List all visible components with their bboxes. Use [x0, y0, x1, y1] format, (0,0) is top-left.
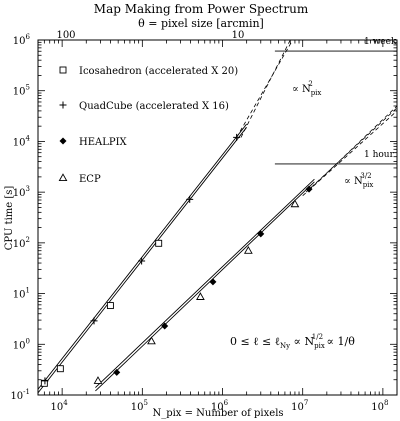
- data-point: [233, 133, 241, 141]
- y-tick-label: 10-1: [10, 388, 30, 402]
- data-point: [93, 376, 103, 384]
- x-axis-label: N_pix = Number of pixels: [152, 408, 283, 419]
- relation-part1: 0 ≤ ℓ ≤ ℓ: [230, 335, 280, 348]
- top-tick-label-100: 100: [56, 30, 75, 41]
- annotation-n32: ∝ Npix3/2: [344, 172, 373, 189]
- data-point: [56, 365, 64, 373]
- data-point: [90, 317, 98, 325]
- data-point: [290, 199, 300, 208]
- reference-lines: [274, 50, 397, 165]
- fit-line-1: [37, 127, 248, 394]
- annotation-n2-sub: pix: [311, 89, 322, 97]
- annotation-n32-sup: 3/2: [360, 172, 371, 180]
- relation-part3: ∝ 1/θ: [323, 335, 355, 348]
- relation-sub1: Ny: [280, 342, 290, 350]
- data-point: [155, 239, 163, 247]
- x-tick-label: 107: [291, 399, 308, 413]
- legend-marker: [58, 173, 68, 182]
- data-point: [40, 379, 48, 387]
- fit-line-2: [95, 178, 315, 388]
- y-tick-label: 103: [13, 185, 30, 199]
- extrapolation-lines: [236, 39, 398, 197]
- data-point: [113, 368, 121, 376]
- y-axis-label: CPU time [s]: [4, 186, 15, 251]
- fit-lines: [37, 123, 315, 394]
- y-tick-label: 100: [13, 337, 30, 351]
- data-point: [209, 278, 217, 286]
- x-tick-label: 104: [51, 399, 69, 413]
- data-point: [147, 336, 156, 345]
- legend: Icosahedron (accelerated X 20) QuadCube (…: [58, 66, 238, 185]
- fit-line-3: [95, 181, 315, 392]
- plot-frame: [37, 39, 398, 396]
- relation-part2: ∝ N: [290, 335, 314, 348]
- data-point: [41, 377, 49, 385]
- x-tick-label: 108: [371, 399, 388, 413]
- data-point: [161, 322, 169, 330]
- data-point: [186, 195, 194, 203]
- legend-marker: [59, 137, 67, 145]
- data-point: [106, 302, 114, 310]
- annotation-relation: 0 ≤ ℓ ≤ ℓNy ∝ Npix1/2 ∝ 1/θ: [230, 333, 355, 350]
- data-point: [243, 245, 253, 254]
- legend-marker: [59, 66, 67, 74]
- data-point: [138, 257, 146, 265]
- extrapolation-line-4: [302, 110, 398, 197]
- y-tick-label: 101: [13, 287, 30, 301]
- ref-label-1-week: 1 week: [364, 37, 397, 47]
- annotation-n2: ∝ Npix2: [292, 80, 321, 97]
- extrapolation-line-2: [308, 105, 398, 191]
- extrapolation-line-0: [236, 39, 294, 138]
- data-point: [257, 230, 265, 238]
- top-tick-label-10: 10: [232, 30, 245, 41]
- data-markers: [40, 133, 313, 387]
- x-tick-label: 106: [211, 399, 229, 413]
- annotation-n2-text: ∝ N: [292, 84, 311, 95]
- legend-label: QuadCube (accelerated X 16): [79, 101, 229, 112]
- axis-ticks: [37, 39, 397, 396]
- relation-sup2: 1/2: [312, 333, 323, 341]
- annotation-n32-sub: pix: [363, 181, 374, 189]
- legend-label: ECP: [79, 174, 101, 185]
- top-axis-label: θ = pixel size [arcmin]: [138, 17, 264, 30]
- x-tick-label: 105: [131, 399, 148, 413]
- annotation-n32-text: ∝ N: [344, 176, 363, 187]
- extrapolation-line-1: [240, 39, 291, 138]
- annotation-n2-sup: 2: [308, 80, 312, 88]
- chart-title: Map Making from Power Spectrum: [94, 2, 309, 16]
- fit-line-0: [37, 123, 248, 390]
- y-tick-label: 102: [13, 236, 30, 250]
- ref-label-1-hour: 1 hour: [364, 150, 395, 160]
- y-tick-label: 106: [13, 33, 31, 47]
- y-tick-label: 104: [13, 134, 31, 148]
- data-point: [305, 185, 313, 193]
- legend-marker: [59, 101, 67, 109]
- data-point: [196, 292, 205, 300]
- relation-sub2: pix: [314, 342, 325, 350]
- legend-label: HEALPIX: [79, 137, 128, 148]
- legend-label: Icosahedron (accelerated X 20): [79, 66, 238, 77]
- y-tick-label: 105: [13, 84, 30, 98]
